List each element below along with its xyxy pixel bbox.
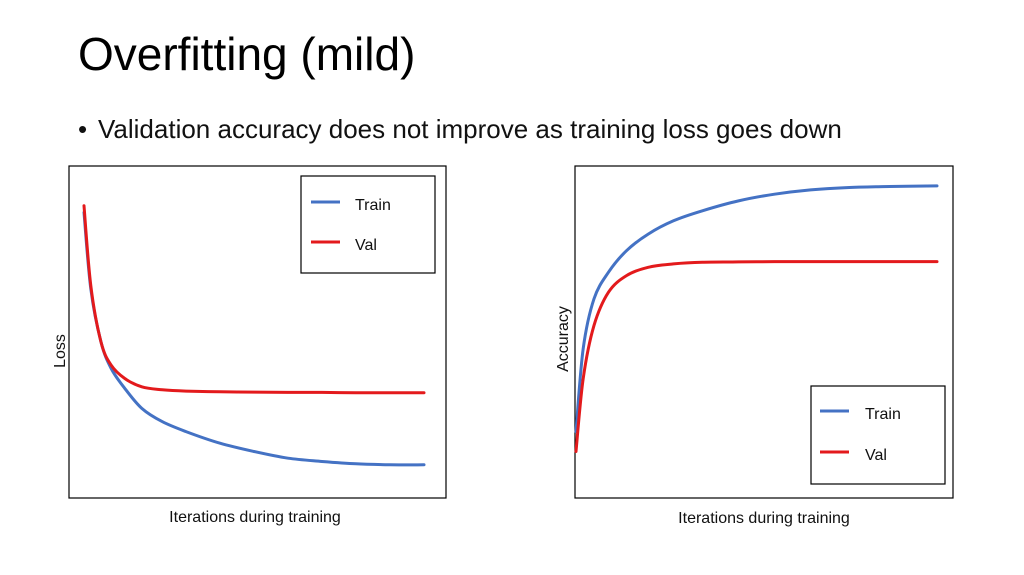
- loss-legend-label-val: Val: [355, 237, 377, 254]
- loss-legend-box: [300, 175, 436, 274]
- accuracy-legend-box: [810, 385, 946, 485]
- accuracy-legend-label-val: Val: [865, 447, 887, 464]
- bullet-dot-icon: •: [78, 114, 88, 144]
- loss-x-axis-label: Iterations during training: [169, 509, 341, 526]
- accuracy-chart: Train Val Iterations during training Acc…: [555, 165, 954, 527]
- accuracy-y-axis-label: Accuracy: [555, 306, 572, 372]
- accuracy-x-axis-label: Iterations during training: [678, 510, 850, 527]
- loss-chart: Train Val Iterations during training Los…: [52, 165, 447, 526]
- accuracy-series-line-train: [574, 184, 939, 434]
- slide-title: Overfitting (mild): [78, 28, 416, 80]
- accuracy-series-line-val: [574, 260, 939, 453]
- accuracy-series-group: [574, 184, 939, 453]
- accuracy-legend-label-train: Train: [865, 406, 901, 423]
- loss-y-axis-label: Loss: [52, 334, 69, 368]
- loss-legend-label-train: Train: [355, 197, 391, 214]
- loss-series-group: [82, 204, 426, 467]
- bullet-point: • Validation accuracy does not improve as…: [78, 114, 842, 145]
- loss-series-line-val: [82, 204, 426, 395]
- bullet-text: Validation accuracy does not improve as …: [98, 114, 842, 144]
